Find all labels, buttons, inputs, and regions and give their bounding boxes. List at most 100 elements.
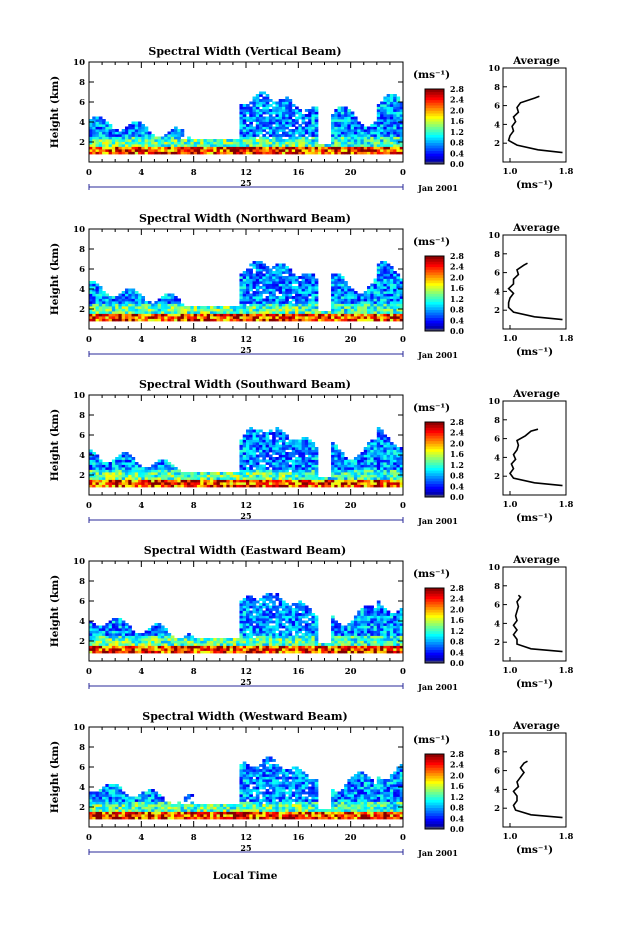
heatmap-cell [157,136,162,140]
heatmap-cell [203,313,208,317]
heatmap-cell [177,643,181,646]
heatmap-cell [160,316,165,319]
heatmap-cell [304,114,309,117]
heatmap-cell [196,482,201,485]
heatmap-cell [265,608,270,611]
average-y-tick-label: 2 [494,139,500,149]
heatmap-cell [111,146,116,150]
heatmap-cell [252,119,257,122]
heatmap-cell [255,144,260,147]
heatmap-cell [206,313,211,317]
heatmap-cell [105,131,110,135]
heatmap-cell [124,136,129,140]
heatmap-cell [393,99,397,102]
heatmap-cell [164,640,168,644]
heatmap-cell [167,296,172,299]
heatmap-cell [180,650,185,654]
heatmap-cell [89,474,93,478]
heatmap-cell [157,645,162,649]
heatmap-cell [239,104,244,107]
heatmap-cell [389,467,394,470]
heatmap-cell [213,638,217,641]
heatmap-cell [268,633,273,636]
heatmap-cell [370,303,374,307]
heatmap-cell [295,288,299,292]
heatmap-cell [246,620,250,624]
heatmap-cell [350,469,355,473]
heatmap-cell [92,149,96,152]
heatmap-cell [246,298,250,302]
heatmap-cell [187,635,191,639]
heatmap-cell [399,109,404,112]
heatmap-cell [275,484,280,488]
heatmap-cell [124,643,129,646]
heatmap-cell [131,479,136,483]
heatmap-cell [344,482,348,485]
heatmap-cell [89,301,93,304]
heatmap-cell [272,620,276,624]
heatmap-cell [190,311,195,314]
heatmap-cell [219,645,224,649]
heatmap-cell [259,146,263,150]
heatmap-cell [141,640,146,644]
heatmap-cell [275,106,280,110]
heatmap-cell [301,437,306,440]
heatmap-cell [160,146,165,150]
heatmap-cell [249,276,253,279]
heatmap-cell [128,151,132,155]
heatmap-cell [311,301,316,304]
heatmap-cell [223,474,227,478]
heatmap-cell [239,472,244,475]
heatmap-cell [203,151,208,155]
heatmap-cell [383,477,388,480]
heatmap-cell [285,442,289,445]
heatmap-cell [393,121,397,125]
heatmap-cell [157,628,162,631]
heatmap-cell [324,144,329,147]
heatmap-cell [311,146,316,150]
heatmap-cell [389,459,394,463]
heatmap-cell [255,278,260,282]
heatmap-cell [121,648,126,651]
heatmap-cell [308,151,312,155]
heatmap-cell [298,293,303,297]
chart-panel-1: Spectral Width (Vertical Beam)246810Heig… [49,45,573,193]
heatmap-cell [291,149,296,152]
heatmap-cell [314,467,319,470]
heatmap-cell [255,479,260,483]
heatmap-cell [272,278,276,282]
heatmap-cell [246,149,250,152]
heatmap-cell [347,479,352,483]
heatmap-cell [105,640,110,644]
heatmap-cell [98,635,103,639]
heatmap-cell [92,648,96,651]
heatmap-cell [331,301,335,304]
heatmap-cell [154,464,159,468]
heatmap-cell [180,144,185,147]
heatmap-cell [265,439,270,443]
heatmap-cell [252,464,257,468]
heatmap-cell [275,442,280,445]
heatmap-cell [249,316,253,319]
heatmap-cell [242,293,247,297]
heatmap-cell [255,608,260,611]
heatmap-cell [131,474,136,478]
heatmap-cell [154,141,159,145]
heatmap-cell [386,94,391,97]
heatmap-cell [246,633,250,636]
heatmap-cell [164,136,168,140]
heatmap-cell [262,457,267,460]
heatmap-cell [393,306,397,309]
heatmap-cell [340,151,345,155]
heatmap-cell [121,459,126,463]
heatmap-cell [131,650,136,654]
heatmap-cell [386,306,391,309]
heatmap-cell [291,291,296,294]
heatmap-cell [154,633,159,636]
heatmap-cell [249,114,253,117]
heatmap-cell [337,467,342,470]
heatmap-cell [268,477,273,480]
heatmap-cell [108,482,113,485]
heatmap-cell [167,469,172,473]
heatmap-cell [252,311,257,314]
